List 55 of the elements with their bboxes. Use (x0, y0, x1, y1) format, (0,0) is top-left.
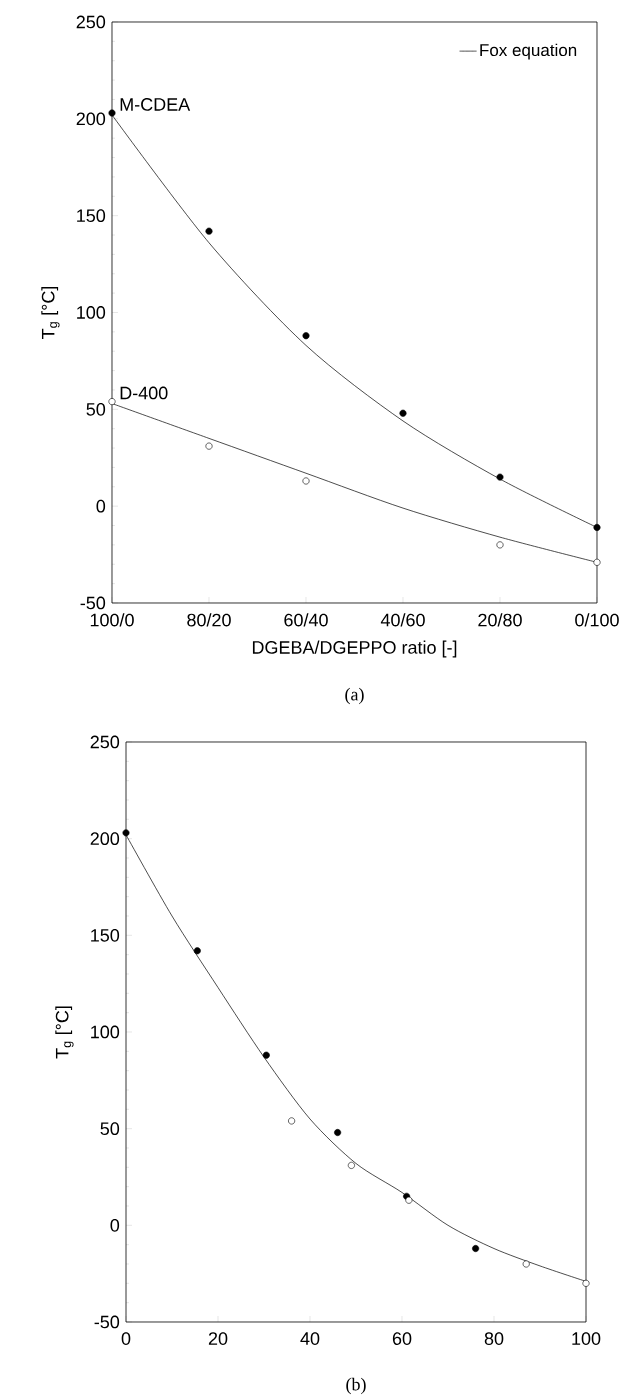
point (472, 1245, 480, 1253)
point (262, 1051, 270, 1059)
point (522, 1260, 530, 1268)
y-tick-label: 200 (90, 832, 120, 846)
point (205, 227, 213, 235)
point (288, 1117, 296, 1125)
x-tick-label: 40 (300, 1332, 320, 1345)
point (122, 829, 130, 837)
point (582, 1279, 590, 1287)
point (108, 109, 116, 117)
y-tick-label: 50 (100, 1122, 120, 1136)
y-tick-label: 250 (90, 735, 120, 749)
x-tick-label: 100/0 (90, 613, 134, 627)
x-tick-label: 100 (572, 1332, 601, 1345)
y-tick-label: 0 (110, 1218, 120, 1232)
y-tick-label: 50 (86, 402, 106, 416)
point (302, 477, 310, 485)
x-tick-label: 80 (484, 1332, 504, 1345)
y-tick-label: 100 (91, 1025, 120, 1039)
point (108, 398, 116, 406)
y-tick-label: -50 (80, 596, 106, 610)
point (193, 947, 201, 955)
y-tick-label: 200 (76, 112, 106, 126)
x-tick-label: 20/80 (478, 613, 522, 627)
x-tick-label: 60/40 (284, 613, 328, 627)
point (496, 473, 504, 481)
text: (b) (346, 1377, 366, 1395)
series-label: D-400 (120, 386, 168, 400)
x-tick-label: 0 (121, 1332, 131, 1345)
x-tick-label: 80/20 (187, 613, 231, 627)
x-tick-label: 40/60 (380, 613, 425, 627)
text: (a) (345, 687, 364, 705)
y-tick-label: -50 (94, 1315, 120, 1329)
point (399, 409, 407, 417)
x-tick-label: 0/100 (575, 613, 619, 627)
point (593, 523, 601, 531)
y-axis-title: T$_{g}$ [°C] (41, 286, 60, 339)
point (205, 442, 213, 450)
x-tick-label: 20 (208, 1332, 228, 1345)
y-tick-label: 150 (91, 928, 120, 942)
y-tick-label: 250 (76, 15, 106, 29)
y-tick-label: 0 (96, 499, 106, 513)
point (496, 541, 504, 549)
point (334, 1129, 342, 1137)
x-tick-label: 60 (392, 1332, 412, 1345)
point (302, 332, 310, 340)
point (593, 558, 601, 566)
y-tick-label: 100 (77, 306, 106, 319)
series-label: M-CDEA (120, 98, 191, 111)
y-axis-title: T$_{g}$ [°C] (55, 1006, 74, 1059)
point (347, 1161, 355, 1169)
legend-label: Fox equation (480, 43, 577, 60)
point (405, 1196, 413, 1204)
x-axis-title: DGEBA/DGEPPO ratio [-] (252, 640, 457, 658)
y-tick-label: 150 (77, 209, 106, 223)
